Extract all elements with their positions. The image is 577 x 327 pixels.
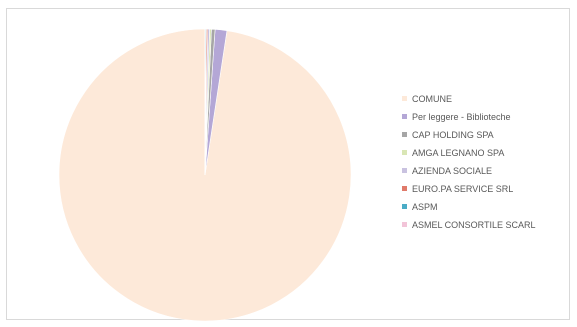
legend-swatch-8: [402, 222, 407, 227]
legend-label-6: EURO.PA SERVICE SRL: [412, 184, 513, 194]
legend-label-3: CAP HOLDING SPA: [412, 130, 494, 140]
legend-swatch-6: [402, 186, 407, 191]
legend-swatch-2: [402, 114, 407, 119]
legend-label-5: AZIENDA SOCIALE: [412, 166, 492, 176]
legend-swatch-3: [402, 132, 407, 137]
legend-swatch-4: [402, 150, 407, 155]
legend-swatch-1: [402, 96, 407, 101]
legend: COMUNE Per leggere - Biblioteche CAP HOLDI…: [402, 94, 536, 230]
legend-label-4: AMGA LEGNANO SPA: [412, 148, 504, 158]
legend-swatch-5: [402, 168, 407, 173]
legend-label-8: ASMEL CONSORTILE SCARL: [412, 220, 536, 230]
legend-label-7: ASPM: [412, 202, 438, 212]
pie-slices: [58, 28, 352, 322]
legend-swatch-7: [402, 204, 407, 209]
legend-label-2: Per leggere - Biblioteche: [412, 112, 511, 122]
legend-label-1: COMUNE: [412, 94, 452, 104]
